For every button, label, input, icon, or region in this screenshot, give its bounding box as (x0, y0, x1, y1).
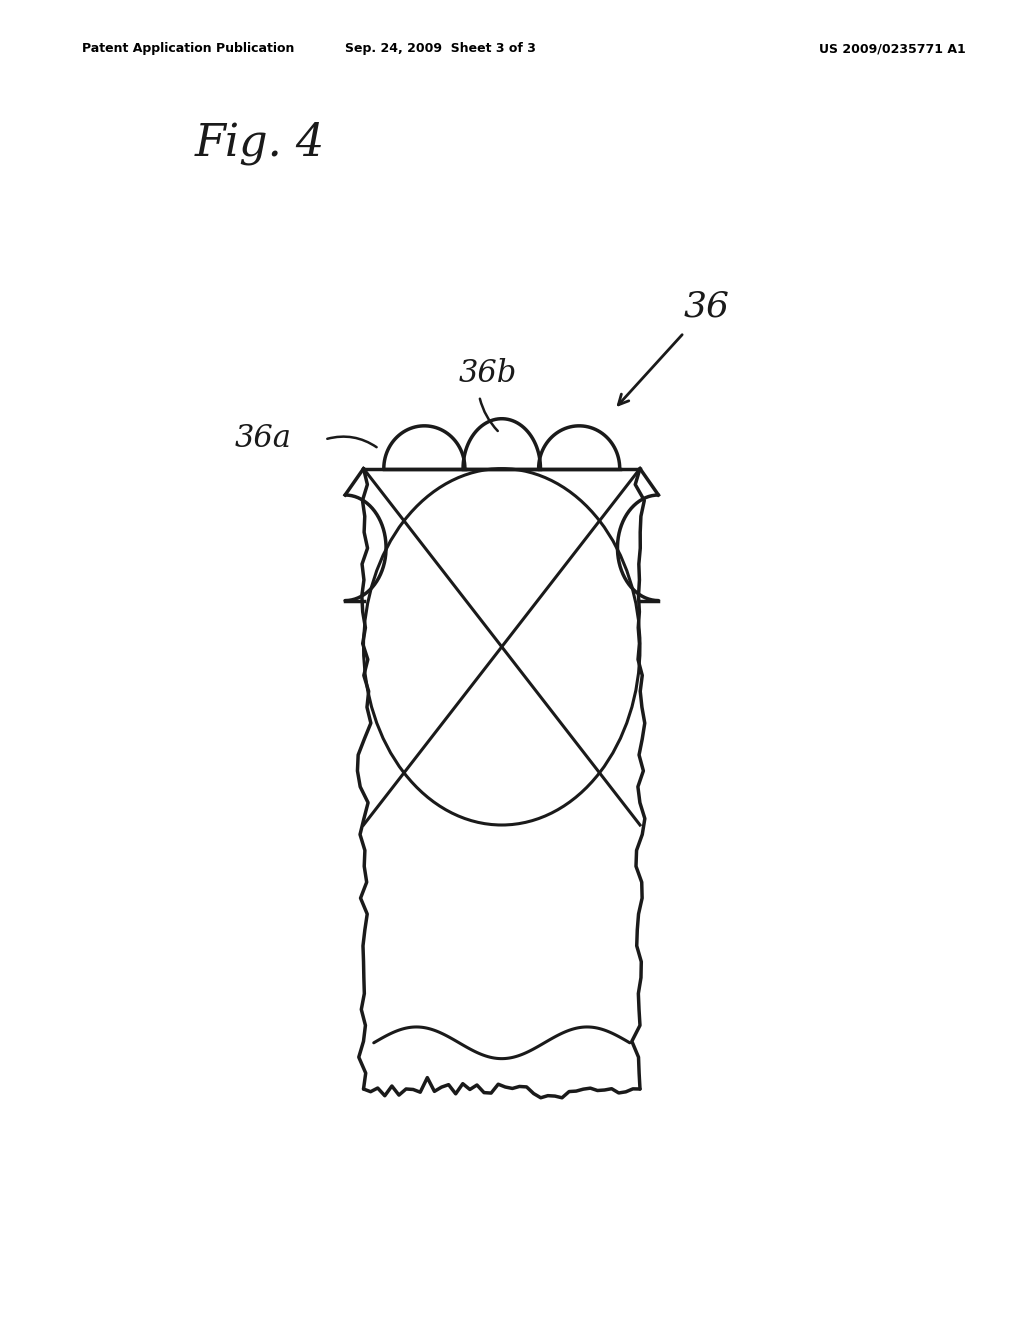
Text: 36: 36 (684, 289, 730, 323)
Text: 36a: 36a (234, 422, 292, 454)
Text: US 2009/0235771 A1: US 2009/0235771 A1 (819, 42, 966, 55)
Text: Fig. 4: Fig. 4 (195, 121, 325, 165)
Text: Sep. 24, 2009  Sheet 3 of 3: Sep. 24, 2009 Sheet 3 of 3 (345, 42, 536, 55)
Text: 36b: 36b (459, 359, 517, 389)
Text: Patent Application Publication: Patent Application Publication (82, 42, 294, 55)
